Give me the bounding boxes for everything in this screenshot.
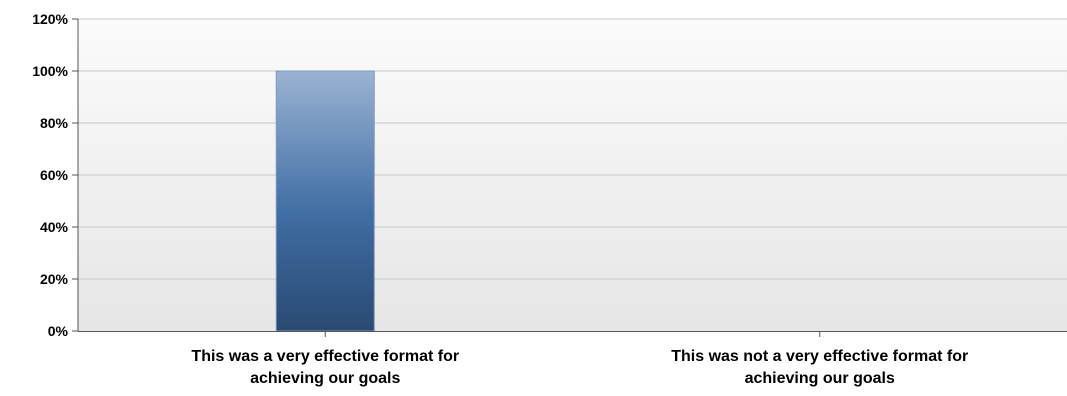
y-tick-label: 120% — [32, 11, 68, 27]
axes — [72, 18, 1067, 337]
x-category-label-line: This was a very effective format for — [191, 348, 459, 365]
gridlines — [78, 18, 1067, 280]
x-category-labels: This was a very effective format for achi… — [191, 348, 968, 387]
x-category-label: This was not a very effective format for… — [671, 348, 968, 387]
bar — [275, 70, 375, 332]
x-category-label-line: achieving our goals — [745, 370, 895, 387]
y-tick-label: 60% — [40, 167, 69, 183]
y-tick-label: 40% — [40, 219, 69, 235]
y-tick-label: 100% — [32, 63, 68, 79]
x-category-label-line: achieving our goals — [250, 370, 400, 387]
x-category-label-line: This was not a very effective format for — [671, 348, 968, 365]
bars — [275, 70, 375, 332]
y-tick-labels: 0% 20% 40% 60% 80% 100% 120% — [32, 11, 68, 339]
y-tick-label: 80% — [40, 115, 69, 131]
y-tick-label: 0% — [48, 323, 69, 339]
y-tick-label: 20% — [40, 271, 69, 287]
x-category-label: This was a very effective format for achi… — [191, 348, 459, 387]
